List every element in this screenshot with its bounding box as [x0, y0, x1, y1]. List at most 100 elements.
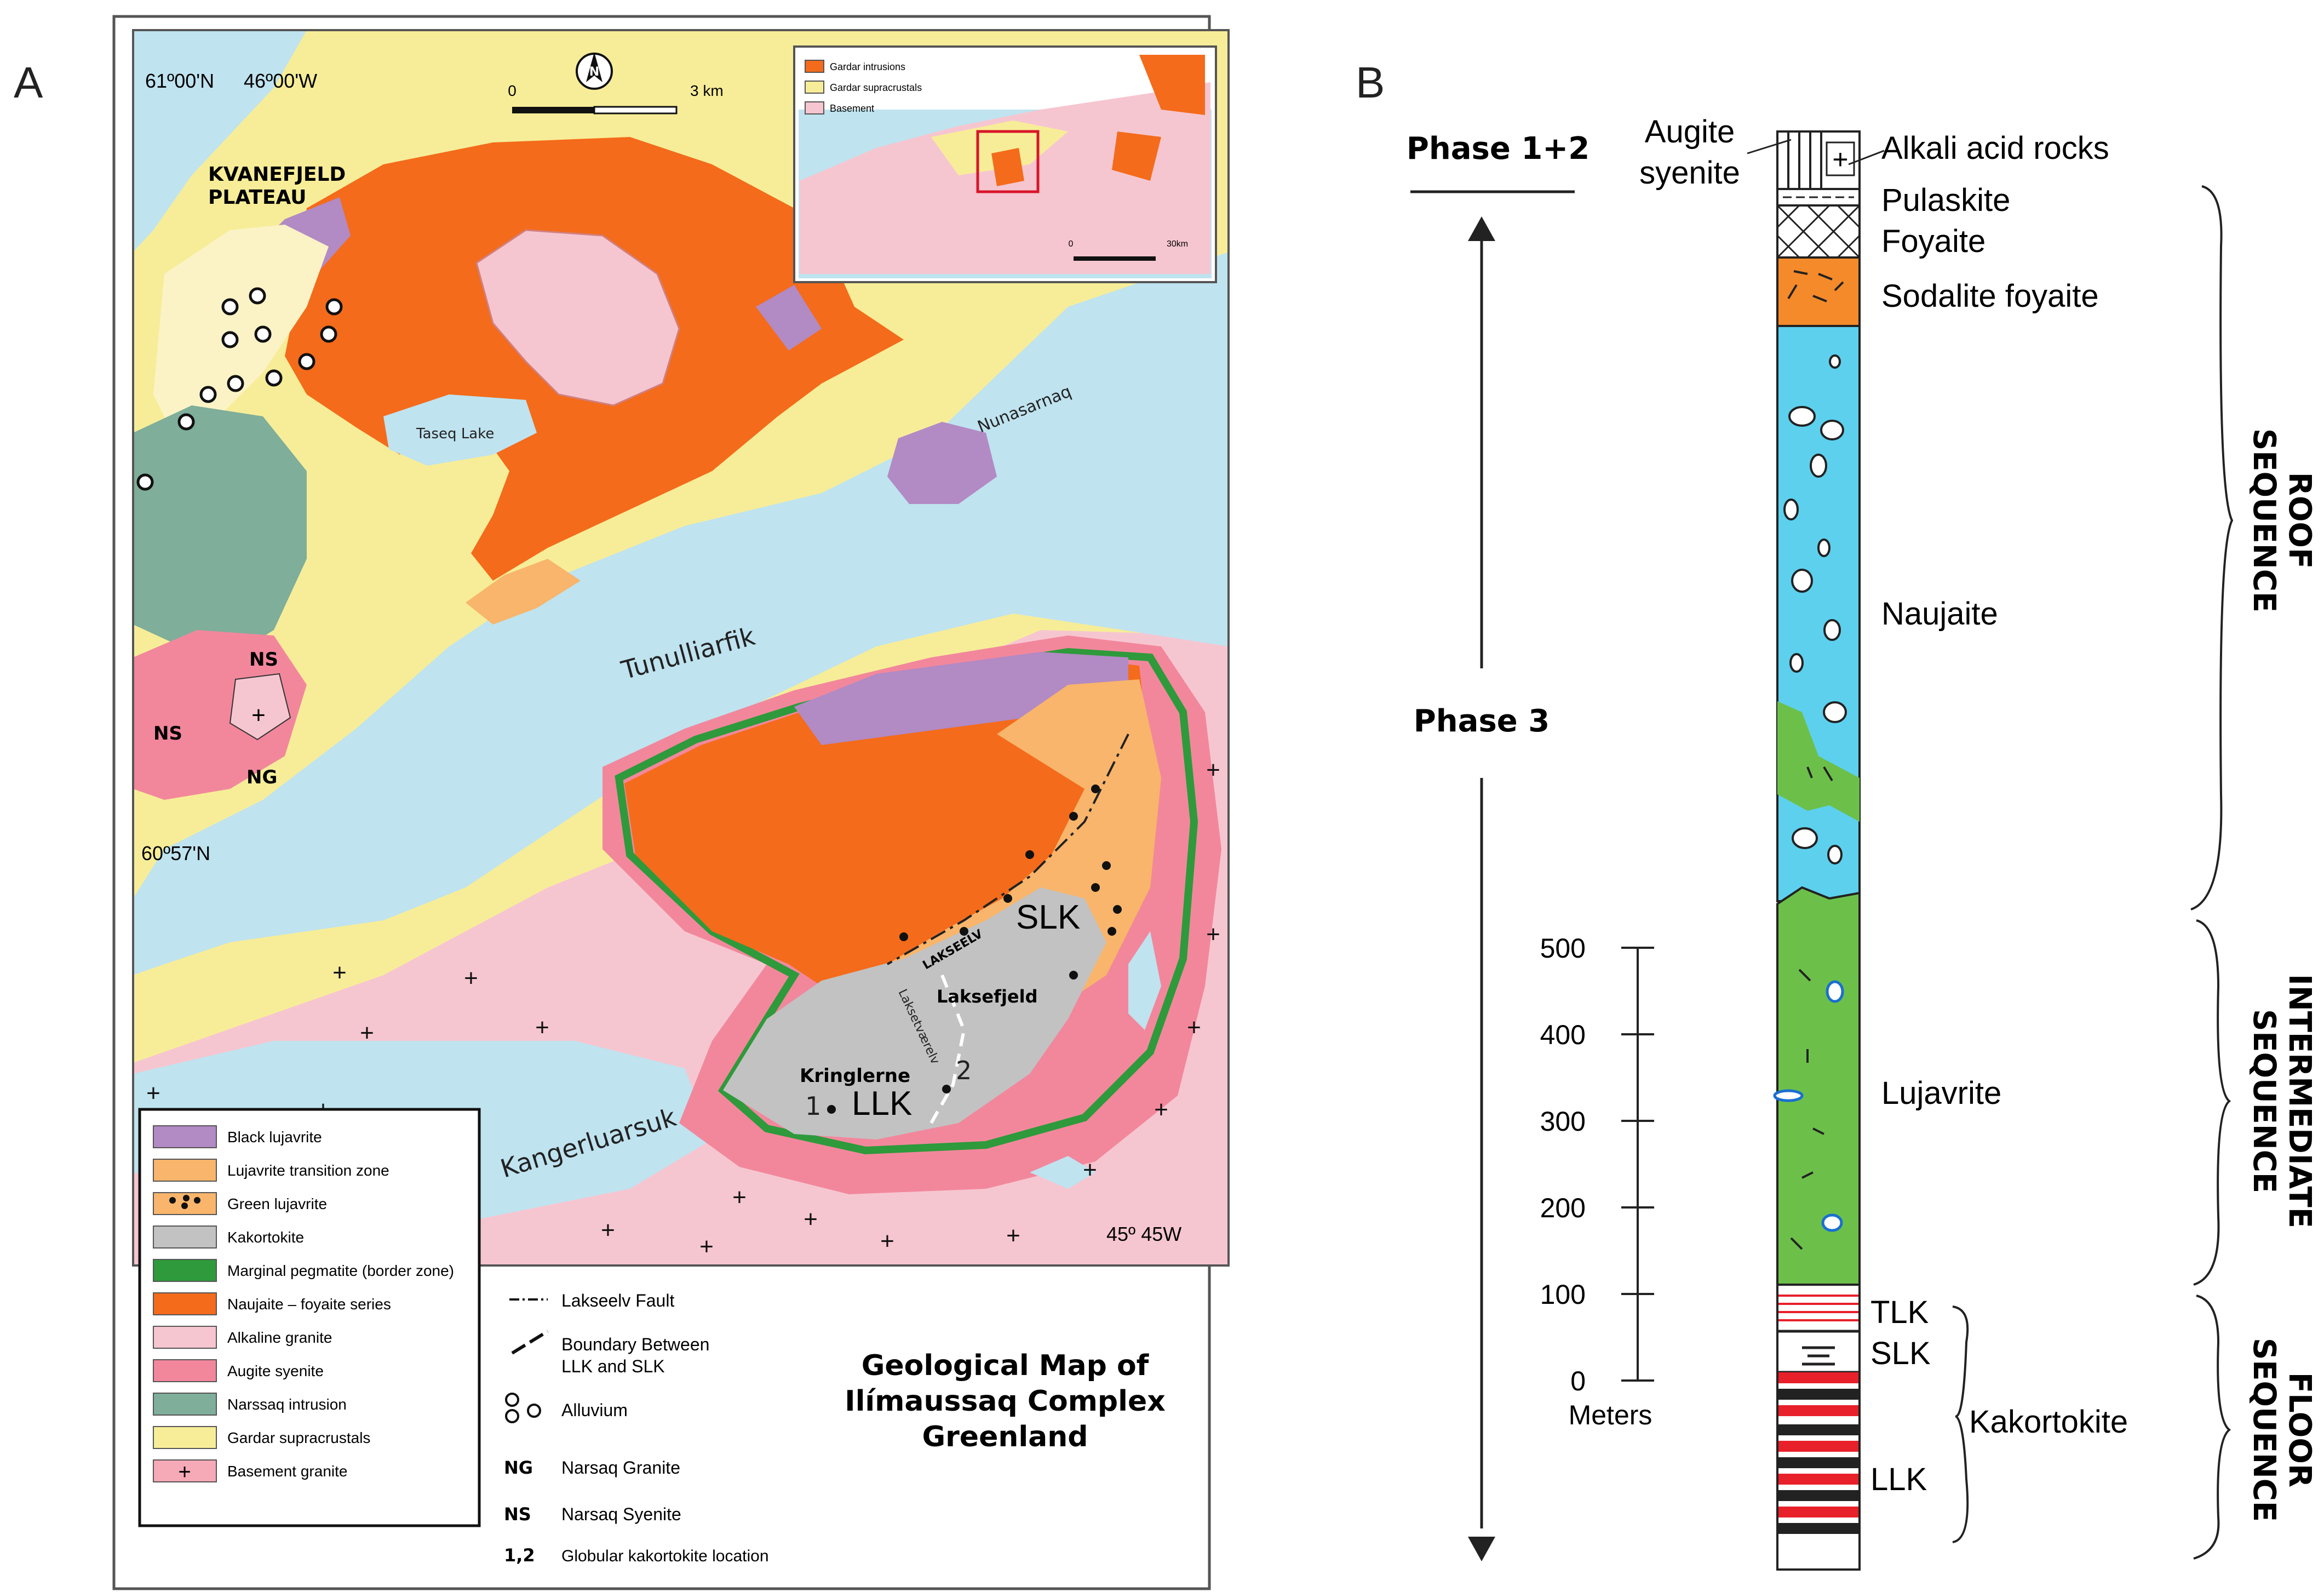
arrow-up-icon — [1468, 216, 1495, 241]
coord-lat-mid: 60º57'N — [141, 842, 210, 864]
legend-dot — [194, 1197, 200, 1204]
svg-text:1,2: 1,2 — [504, 1545, 535, 1566]
scale-tick-label: 400 — [1540, 1020, 1586, 1050]
svg-text:0: 0 — [1069, 239, 1074, 249]
legend-dot — [183, 1195, 190, 1201]
label-plateau: PLATEAU — [208, 186, 307, 209]
legend-label: Black lujavrite — [227, 1129, 322, 1146]
svg-text:syenite: syenite — [1639, 155, 1740, 191]
panel-label-a: A — [14, 58, 43, 107]
sequence-intermediate-l2: SEQUENCE — [2246, 1009, 2282, 1193]
svg-text:+: + — [360, 1020, 374, 1046]
legend-swatch — [153, 1259, 217, 1282]
svg-text:Naujaite: Naujaite — [1881, 596, 1998, 632]
svg-text:NS: NS — [504, 1504, 531, 1525]
svg-text:+: + — [1006, 1222, 1020, 1249]
legend-dot — [181, 1202, 188, 1209]
svg-text:Boundary Between: Boundary Between — [561, 1335, 709, 1354]
label-ns-2: NS — [153, 723, 182, 745]
svg-text:Ilímaussaq Complex: Ilímaussaq Complex — [845, 1385, 1166, 1418]
svg-text:+: + — [1206, 921, 1220, 948]
legend-swatch — [153, 1292, 217, 1315]
svg-text:30km: 30km — [1167, 239, 1188, 249]
sequence-intermediate-l1: INTERMEDIATE — [2282, 974, 2317, 1228]
coord-lat-top: 61º00'N — [145, 70, 214, 92]
svg-text:NG: NG — [504, 1457, 533, 1478]
label-kvanefjeld: KVANEFJELD — [208, 163, 346, 186]
svg-text:Narsaq Syenite: Narsaq Syenite — [561, 1504, 681, 1524]
sequence-floor-l2: SEQUENCE — [2246, 1338, 2282, 1522]
svg-text:Gardar intrusions: Gardar intrusions — [830, 61, 905, 72]
sequence-floor-l1: FLOOR — [2282, 1372, 2317, 1487]
svg-text:N: N — [589, 65, 599, 79]
svg-text:+: + — [804, 1206, 818, 1233]
svg-text:Alkali acid rocks: Alkali acid rocks — [1881, 130, 2109, 166]
label-ns-1: NS — [249, 649, 278, 671]
scale-tick-label: 100 — [1540, 1279, 1586, 1310]
label-taseq-lake: Taseq Lake — [416, 426, 494, 442]
legend-label: Kakortokite — [227, 1229, 304, 1246]
legend-label: Alkaline granite — [227, 1329, 332, 1346]
svg-text:Kakortokite: Kakortokite — [1969, 1404, 2128, 1440]
svg-text:Lakseelv Fault: Lakseelv Fault — [561, 1291, 674, 1310]
label-laksefjeld: Laksefjeld — [937, 986, 1037, 1007]
svg-text:TLK: TLK — [1870, 1295, 1929, 1330]
svg-text:+: + — [732, 1184, 747, 1211]
svg-text:+: + — [464, 965, 478, 992]
legend-swatch — [153, 1359, 217, 1382]
label-llk: LLK — [852, 1085, 912, 1123]
legend-label: Lujavrite transition zone — [227, 1162, 389, 1179]
map-title: Geological Map of Ilímaussaq Complex Gre… — [845, 1349, 1166, 1453]
scale-unit: Meters — [1569, 1400, 1652, 1430]
scale-bar: 0 3 km — [508, 82, 724, 114]
scale-tick-label: 200 — [1540, 1193, 1586, 1223]
legend-swatch — [153, 1326, 217, 1349]
label-ng: NG — [246, 766, 277, 788]
scale-tick-label: 300 — [1540, 1106, 1586, 1137]
sequence-roof-l2: SEQUENCE — [2246, 428, 2282, 612]
legend-dot — [169, 1197, 176, 1204]
svg-text:+: + — [880, 1228, 894, 1255]
legend-swatch — [153, 1125, 217, 1148]
svg-text:Pulaskite: Pulaskite — [1881, 182, 2010, 218]
coord-lon-bottom: 45º 45W — [1106, 1223, 1181, 1245]
svg-text:Globular kakortokite location: Globular kakortokite location — [561, 1547, 769, 1565]
stratigraphic-column: Phase 1+2 Phase 3 + — [1407, 114, 2317, 1571]
legend-swatch — [153, 1226, 217, 1249]
svg-text:Alluvium: Alluvium — [561, 1400, 628, 1420]
svg-text:+: + — [146, 1080, 160, 1107]
legend-swatch — [153, 1459, 217, 1482]
svg-text:Gardar supracrustals: Gardar supracrustals — [830, 82, 922, 93]
svg-text:LLK and SLK: LLK and SLK — [561, 1356, 665, 1376]
phase-12-label: Phase 1+2 — [1407, 131, 1589, 167]
svg-text:Sodalite foyaite: Sodalite foyaite — [1881, 278, 2099, 314]
legend-swatch — [153, 1426, 217, 1449]
svg-text:Greenland: Greenland — [922, 1421, 1088, 1453]
north-arrow-icon: N — [576, 52, 613, 90]
arrow-down-icon — [1468, 1537, 1495, 1561]
label-loc-1: 1 — [805, 1091, 821, 1121]
svg-text:+: + — [1187, 1014, 1201, 1041]
legend-label: Basement granite — [227, 1463, 347, 1480]
svg-text:+: + — [1083, 1156, 1097, 1183]
svg-text:Foyaite: Foyaite — [1881, 224, 1986, 259]
svg-text:Narsaq Granite: Narsaq Granite — [561, 1458, 680, 1478]
phase-3-label: Phase 3 — [1414, 703, 1550, 739]
svg-text:+: + — [535, 1014, 549, 1041]
coord-lon-top: 46º00'W — [244, 70, 317, 92]
label-kringlerne: Kringlerne — [800, 1065, 910, 1087]
svg-text:+: + — [601, 1217, 615, 1244]
svg-text:Lujavrite: Lujavrite — [1881, 1075, 2001, 1111]
label-plus: + — [251, 702, 266, 729]
svg-text:3 km: 3 km — [690, 82, 724, 99]
panel-label-b: B — [1356, 58, 1385, 107]
legend-label: Marginal pegmatite (border zone) — [227, 1262, 454, 1279]
svg-text:+: + — [332, 959, 347, 986]
map-legend-symbols: Lakseelv Fault Boundary Between LLK and … — [504, 1291, 769, 1566]
scale-tick-label: 0 — [1570, 1366, 1586, 1396]
sequence-roof-l1: ROOF — [2282, 472, 2317, 569]
legend-label: Gardar supracrustals — [227, 1429, 370, 1446]
scale-tick-label: 500 — [1540, 933, 1586, 964]
svg-text:+: + — [1206, 757, 1220, 783]
